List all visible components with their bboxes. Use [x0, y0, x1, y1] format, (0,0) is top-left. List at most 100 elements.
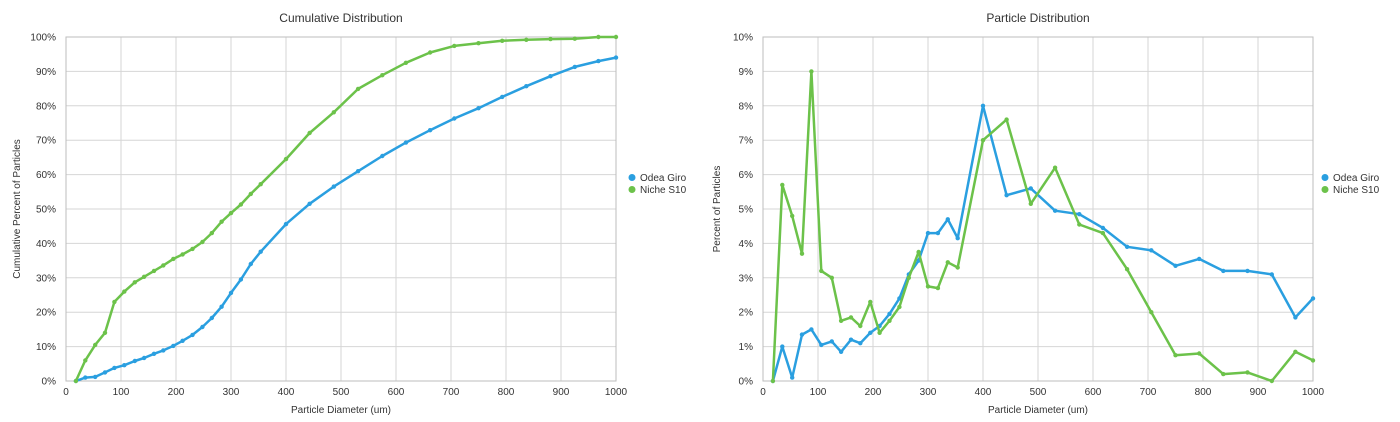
legend-label: Niche S10	[640, 185, 687, 196]
data-point	[151, 268, 157, 274]
data-point	[228, 210, 234, 216]
data-point	[190, 246, 195, 252]
data-point	[1028, 186, 1033, 191]
data-point	[500, 38, 505, 43]
data-point	[1077, 222, 1082, 227]
data-point	[897, 304, 902, 310]
data-point	[258, 249, 263, 254]
data-point	[380, 73, 385, 78]
data-point	[200, 324, 205, 330]
data-point	[1197, 256, 1202, 262]
data-point	[799, 251, 805, 256]
x-tick-label: 700	[1140, 387, 1157, 398]
data-point	[780, 344, 785, 349]
data-point	[238, 202, 244, 207]
plot-frame	[65, 36, 617, 382]
data-point	[93, 374, 98, 380]
y-tick-label: 1%	[739, 342, 754, 353]
x-tick-label: 500	[1030, 387, 1047, 398]
data-point	[1100, 230, 1106, 236]
x-tick-label: 800	[498, 387, 515, 398]
data-point	[1028, 201, 1033, 206]
x-tick-label: 300	[223, 387, 240, 398]
data-point	[1293, 349, 1298, 354]
x-tick-label: 1000	[605, 387, 628, 398]
series-line-niche-s10	[771, 70, 1315, 383]
data-point	[1149, 248, 1154, 253]
particle-chart-svg: Particle Distribution 0 100 200 300 400 500 600…	[712, 11, 1380, 416]
data-point	[1100, 225, 1106, 231]
data-point	[809, 69, 814, 74]
data-point	[925, 230, 931, 236]
data-point	[1221, 371, 1226, 377]
data-point	[132, 358, 137, 364]
data-point	[790, 213, 795, 219]
y-tick-label: 70%	[36, 136, 56, 147]
data-point	[171, 343, 176, 349]
data-point	[283, 221, 289, 227]
data-point	[906, 275, 911, 280]
data-point	[403, 140, 409, 145]
data-point	[1052, 208, 1058, 213]
x-tick-label: 1000	[1302, 387, 1325, 398]
data-point	[161, 263, 166, 268]
y-tick-label: 100%	[30, 33, 56, 44]
data-point	[380, 153, 385, 159]
data-point	[935, 230, 941, 236]
y-tick-label: 2%	[739, 308, 754, 319]
data-point	[955, 265, 960, 270]
x-tick-label: 700	[443, 387, 460, 398]
x-tick-label: 0	[760, 387, 766, 398]
legend-marker	[628, 174, 636, 181]
data-point	[83, 375, 88, 380]
data-point	[331, 110, 336, 115]
data-point	[238, 277, 244, 282]
data-point	[500, 94, 505, 100]
data-point	[151, 351, 157, 356]
data-point	[1149, 310, 1154, 315]
data-point	[141, 355, 147, 361]
data-point	[122, 289, 127, 294]
data-point	[452, 43, 457, 49]
data-point	[780, 182, 785, 188]
data-point	[180, 252, 185, 257]
data-point	[1197, 351, 1202, 356]
data-point	[945, 260, 950, 265]
y-axis-label: Cumulative Percent of Particles	[12, 139, 23, 279]
data-point	[858, 323, 863, 329]
data-point	[809, 327, 814, 332]
legend-label: Odea Giro	[1333, 173, 1380, 184]
data-point	[219, 219, 224, 224]
data-point	[228, 290, 234, 296]
data-point	[112, 365, 117, 371]
data-point	[596, 58, 601, 64]
cumulative-chart-svg: Cumulative Distribution 0 100 200 300 400 500 6…	[12, 11, 687, 416]
data-point	[83, 358, 88, 363]
data-point	[1052, 165, 1058, 170]
data-point	[935, 285, 941, 291]
data-point	[613, 34, 619, 40]
data-point	[613, 55, 619, 60]
data-point	[427, 128, 433, 133]
data-point	[102, 370, 108, 375]
data-point	[307, 201, 312, 206]
plot-frame	[762, 36, 1314, 382]
legend-label: Niche S10	[1333, 185, 1380, 196]
data-point	[1004, 193, 1009, 198]
data-point	[248, 261, 253, 267]
data-point	[73, 378, 79, 384]
data-point	[916, 249, 921, 255]
data-point	[887, 311, 892, 317]
data-point	[770, 378, 776, 384]
data-point	[209, 230, 214, 236]
data-point	[180, 338, 185, 343]
data-point	[838, 349, 844, 354]
data-point	[548, 74, 553, 79]
data-point	[524, 84, 529, 89]
x-tick-label: 600	[1085, 387, 1102, 398]
data-point	[1004, 117, 1009, 122]
y-tick-label: 20%	[36, 308, 56, 319]
data-point	[283, 156, 289, 162]
data-point	[572, 64, 577, 70]
legend-marker	[628, 186, 636, 193]
